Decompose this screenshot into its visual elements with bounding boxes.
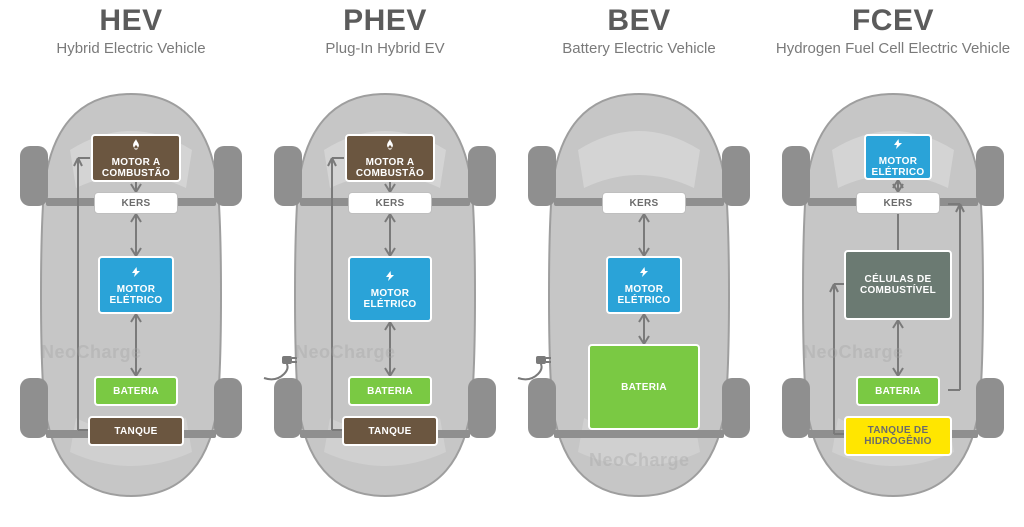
component-combustion: MOTOR A COMBUSTÃO [91,134,181,182]
component-combustion: MOTOR A COMBUSTÃO [345,134,435,182]
car-diagram: NeoChargeKERSMOTOR ELÉTRICOBATERIA [514,80,764,510]
component-label: TANQUE [114,426,157,437]
component-label: KERS [884,198,913,209]
vehicle-col-phev: PHEVPlug-In Hybrid EVNeoChargeMOTOR A CO… [260,4,510,523]
component-label: TANQUE DE HIDROGÊNIO [850,425,946,447]
components-layer: MOTOR A COMBUSTÃO KERS MOTOR ELÉTRICO BATER… [260,80,510,510]
component-label: MOTOR ELÉTRICO [612,284,676,306]
component-label: MOTOR ELÉTRICO [870,156,926,178]
components-layer: KERS MOTOR ELÉTRICO BATERIA [514,80,764,510]
vehicle-title: BEV [607,4,670,38]
component-motor: MOTOR ELÉTRICO [98,256,174,314]
component-battery: BATERIA [588,344,700,430]
vehicle-subtitle: Hydrogen Fuel Cell Electric Vehicle [776,40,1010,78]
component-label: BATERIA [367,386,413,397]
vehicle-subtitle: Plug-In Hybrid EV [325,40,444,78]
car-diagram: NeoChargeMOTOR A COMBUSTÃOKERSMOTOR ELÉT… [6,80,256,510]
vehicle-subtitle: Hybrid Electric Vehicle [56,40,205,78]
car-diagram: NeoChargeMOTOR A COMBUSTÃOKERSMOTOR ELÉT… [260,80,510,510]
component-label: MOTOR ELÉTRICO [354,288,426,310]
component-hydrogen: TANQUE DE HIDROGÊNIO [844,416,952,456]
bolt-icon [384,269,396,286]
component-battery: BATERIA [94,376,178,406]
vehicle-col-fcev: FCEVHydrogen Fuel Cell Electric VehicleN… [768,4,1018,523]
component-label: MOTOR ELÉTRICO [104,284,168,306]
flame-icon [129,138,143,155]
component-kers: KERS [602,192,686,214]
component-label: KERS [376,198,405,209]
bolt-icon [638,265,650,282]
vehicle-title: PHEV [343,4,427,38]
component-motor: MOTOR ELÉTRICO [606,256,682,314]
vehicle-col-bev: BEVBattery Electric VehicleNeoChargeKERS… [514,4,764,523]
car-diagram: NeoChargeMOTOR ELÉTRICOKERSCÉLULAS DE CO… [768,80,1018,510]
component-label: MOTOR A COMBUSTÃO [351,157,429,179]
flame-icon [383,138,397,155]
vehicle-title: FCEV [852,4,934,38]
component-battery: BATERIA [856,376,940,406]
component-motor: MOTOR ELÉTRICO [348,256,432,322]
component-fuelcell: CÉLULAS DE COMBUSTÍVEL [844,250,952,320]
component-tank: TANQUE [88,416,184,446]
component-label: TANQUE [368,426,411,437]
vehicle-col-hev: HEVHybrid Electric VehicleNeoChargeMOTOR… [6,4,256,523]
component-label: MOTOR A COMBUSTÃO [97,157,175,179]
component-label: BATERIA [113,386,159,397]
components-layer: MOTOR ELÉTRICO KERS CÉLULAS DE COMBUSTÍVEL… [768,80,1018,510]
component-kers: KERS [348,192,432,214]
component-tank: TANQUE [342,416,438,446]
component-kers: KERS [94,192,178,214]
component-label: BATERIA [875,386,921,397]
component-motor: MOTOR ELÉTRICO [864,134,932,180]
component-label: BATERIA [621,382,667,393]
component-label: CÉLULAS DE COMBUSTÍVEL [850,274,946,296]
component-battery: BATERIA [348,376,432,406]
component-label: KERS [630,198,659,209]
bolt-icon [130,265,142,282]
bolt-icon [892,137,904,154]
component-kers: KERS [856,192,940,214]
vehicle-types-grid: HEVHybrid Electric VehicleNeoChargeMOTOR… [0,0,1024,527]
vehicle-title: HEV [99,4,162,38]
component-label: KERS [122,198,151,209]
vehicle-subtitle: Battery Electric Vehicle [562,40,715,78]
components-layer: MOTOR A COMBUSTÃO KERS MOTOR ELÉTRICO BATER… [6,80,256,510]
